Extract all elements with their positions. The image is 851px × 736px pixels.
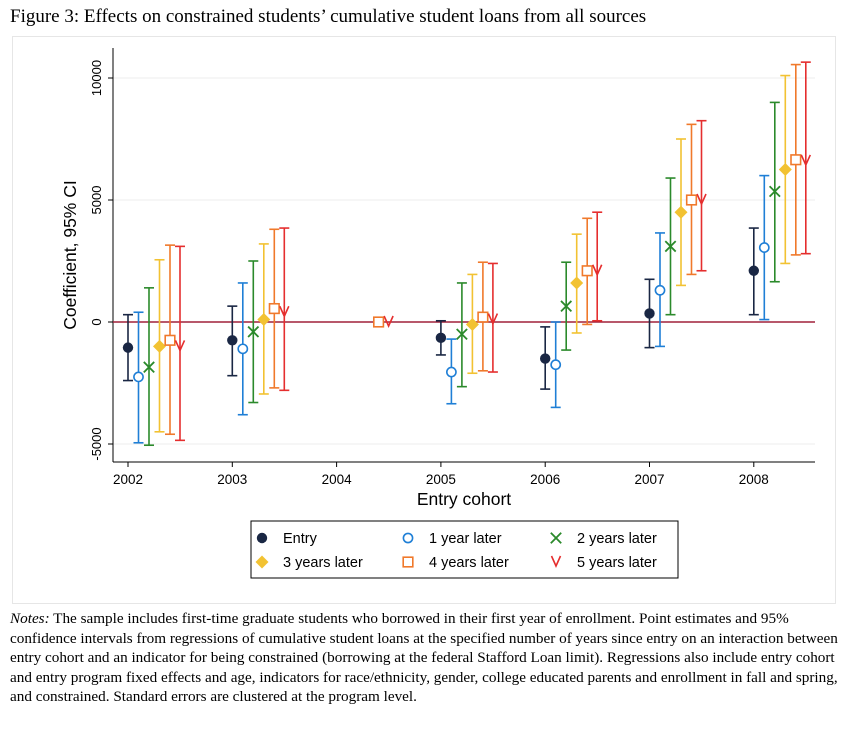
x-tick-label: 2005 (426, 472, 456, 487)
y-axis-title: Coefficient, 95% CI (60, 180, 80, 329)
data-point (664, 240, 677, 253)
notes-text: The sample includes first-time graduate … (10, 610, 838, 706)
data-point (591, 264, 603, 277)
data-point (133, 371, 144, 383)
data-point (540, 353, 551, 364)
data-point (435, 332, 447, 344)
series-entry (122, 227, 759, 390)
data-point (560, 300, 573, 312)
data-point (790, 154, 802, 166)
data-point (268, 302, 280, 315)
legend-marker-4-years-later (402, 556, 414, 568)
legend-label-4-years-later: 4 years later (429, 555, 509, 571)
data-point (550, 359, 562, 371)
data-point (674, 205, 688, 219)
x-tick-label: 2008 (739, 472, 769, 487)
series-5-years-later (174, 61, 812, 442)
legend-marker-2-years-later (550, 532, 562, 544)
notes-label: Notes: (10, 610, 50, 627)
data-point (227, 335, 238, 346)
legend-marker-5-years-later (550, 555, 562, 568)
data-point (445, 366, 457, 378)
x-tick-label: 2002 (113, 472, 143, 487)
axis-labels: -5000 0 5000 10000 2002 2003 2004 2005 2006 2007 2… (60, 60, 769, 509)
figure-notes: Notes: The sample includes first-time gr… (10, 609, 840, 707)
x-tick-label: 2007 (634, 472, 664, 487)
data-point (164, 334, 176, 346)
legend-label-5-years-later: 5 years later (577, 555, 657, 571)
y-tick-label: -5000 (89, 427, 104, 460)
legend-marker-3-years-later (255, 555, 269, 569)
series-layer (122, 61, 812, 447)
series-3-years-later (153, 74, 792, 433)
data-point (383, 315, 394, 328)
data-point (644, 308, 655, 319)
series-1-year-later (133, 174, 770, 444)
data-point (143, 361, 155, 373)
legend-label-2-years-later: 2 years later (577, 531, 657, 547)
data-point (758, 242, 770, 253)
data-point (748, 265, 759, 276)
x-tick-label: 2003 (217, 472, 247, 487)
data-point (487, 313, 499, 326)
x-tick-label: 2006 (530, 472, 560, 487)
x-tick-label: 2004 (322, 472, 353, 487)
data-point (685, 194, 698, 206)
legend: Entry 1 year later 2 years later 3 years la… (250, 520, 679, 579)
data-point (174, 340, 186, 353)
coefficient-chart: -5000 0 5000 10000 2002 2003 2004 2005 2006 2007 2… (60, 48, 815, 579)
data-point (570, 276, 584, 290)
data-point (465, 317, 479, 331)
data-point (778, 163, 792, 176)
figure-title: Figure 3: Effects on constrained student… (10, 6, 647, 27)
series-2-years-later (143, 101, 781, 447)
data-point (456, 328, 468, 341)
data-point (153, 339, 166, 353)
data-point (654, 284, 666, 296)
data-point (372, 316, 385, 328)
axes (108, 48, 815, 467)
data-point (237, 343, 249, 355)
legend-marker-entry (256, 532, 268, 544)
legend-marker-1-year-later (402, 532, 414, 544)
data-point (581, 265, 593, 277)
y-tick-label: 10000 (89, 60, 104, 96)
legend-label-entry: Entry (283, 531, 318, 547)
data-point (247, 325, 260, 338)
data-point (257, 313, 271, 327)
data-point (768, 185, 781, 198)
data-point (279, 305, 290, 319)
data-point (122, 342, 134, 353)
legend-label-3-years-later: 3 years later (283, 555, 363, 571)
x-axis-title: Entry cohort (417, 489, 511, 509)
data-point (477, 311, 489, 323)
series-4-years-later (164, 63, 802, 436)
data-point (696, 193, 707, 206)
y-tick-label: 0 (89, 318, 104, 325)
legend-label-1-year-later: 1 year later (429, 531, 502, 547)
gridlines (113, 77, 815, 445)
legend-box (250, 520, 679, 579)
y-tick-label: 5000 (89, 186, 104, 215)
data-point (800, 154, 812, 167)
